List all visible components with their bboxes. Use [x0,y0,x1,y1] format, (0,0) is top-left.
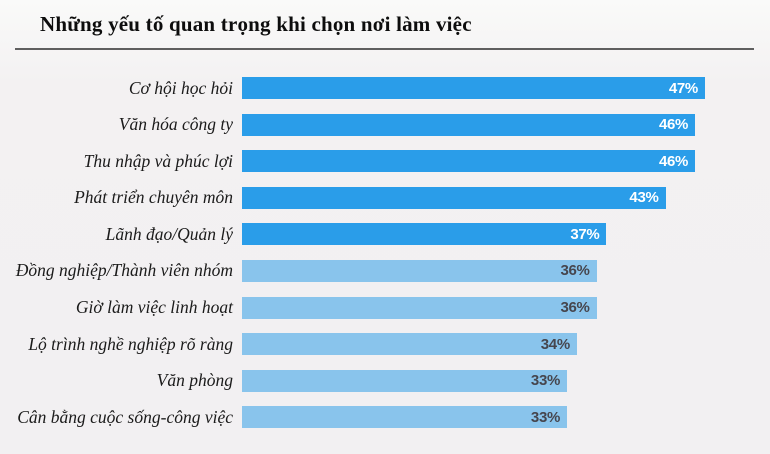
value-label: 47% [668,79,698,97]
bar: 47% [242,77,705,99]
bar: 33% [242,369,568,392]
bar: 33% [242,406,568,429]
value-label: 33% [530,372,561,390]
bar: 43% [242,186,666,209]
category-label: Thu nhập và phúc lợi [83,150,233,171]
category-label: Cân bằng cuộc sống-công việc [17,406,233,427]
bar-row: Cân bằng cuộc sống-công việc 33% [0,406,770,429]
bar: 37% [242,223,607,246]
bar-chart-plot-area: Cơ hội học hỏi 47% Văn hóa công ty 46% Thu n… [0,77,770,443]
category-label: Phát triển chuyên môn [74,187,233,208]
value-label: 34% [540,335,570,353]
value-label: 36% [560,299,590,317]
value-label: 43% [629,189,659,207]
category-label: Giờ làm việc linh hoạt [75,297,233,318]
bar: 36% [242,296,597,319]
bar: 34% [242,333,577,356]
chart-title: Những yếu tố quan trọng khi chọn nơi làm… [40,12,472,36]
bar-row: Thu nhập và phúc lợi 46% [0,150,770,173]
bar-row: Phát triển chuyên môn 43% [0,186,770,209]
bar-row: Lộ trình nghề nghiệp rõ ràng 34% [0,333,770,356]
category-label: Văn phòng [156,370,233,391]
title-divider-rule [15,48,754,50]
value-label: 36% [560,262,590,280]
value-label: 37% [570,225,600,243]
value-label: 46% [658,152,689,170]
category-label: Lãnh đạo/Quản lý [105,223,233,244]
value-label: 33% [530,408,561,426]
bar: 36% [242,259,597,282]
bar-row: Giờ làm việc linh hoạt 36% [0,296,770,319]
bar-row: Lãnh đạo/Quản lý 37% [0,223,770,246]
bar: 46% [242,113,696,136]
category-label: Đồng nghiệp/Thành viên nhóm [15,260,233,281]
bar-row: Đồng nghiệp/Thành viên nhóm 36% [0,259,770,282]
category-label: Cơ hội học hỏi [128,77,233,98]
bar-row: Văn phòng 33% [0,369,770,392]
value-label: 46% [658,116,689,134]
category-label: Lộ trình nghề nghiệp rõ ràng [28,333,233,354]
category-label: Văn hóa công ty [118,114,233,135]
bar-row: Văn hóa công ty 46% [0,113,770,136]
bar: 46% [242,150,696,173]
bar-row: Cơ hội học hỏi 47% [0,77,770,99]
